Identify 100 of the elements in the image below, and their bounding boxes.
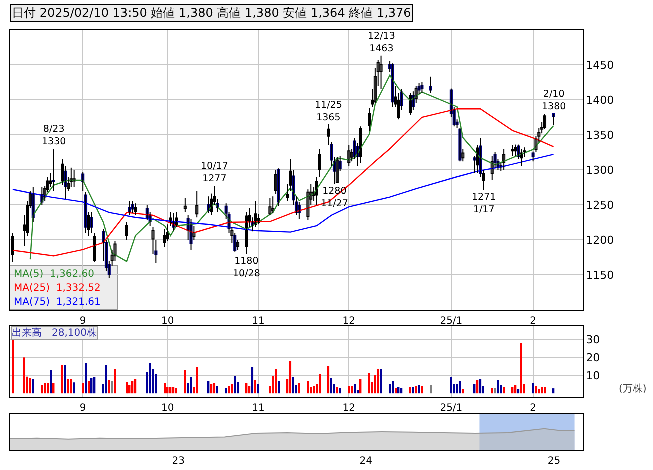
bar [415, 386, 418, 394]
bar [278, 381, 280, 394]
bar [459, 381, 462, 394]
bar [327, 366, 330, 394]
bar [395, 388, 397, 394]
candlestick [552, 114, 556, 126]
bar [389, 384, 391, 394]
bar [473, 384, 476, 394]
bar [359, 379, 362, 394]
x-tick-label: 24 [360, 456, 372, 467]
y-tick-label: 10 [586, 369, 600, 382]
x-tick-label: 12 [342, 316, 356, 327]
x-tick-label: 25/1 [440, 403, 463, 414]
chart-title: 日付 2025/02/10 13:50 始値 1,380 高値 1,380 安値 1,364 終値 1,376 [12, 6, 412, 20]
bar [228, 386, 230, 394]
annotation: 出来高 28,100株 [12, 327, 97, 339]
bar [131, 381, 134, 394]
bar [251, 367, 254, 394]
annotation: 12/13 1463 [368, 31, 396, 54]
text: MA(25) 1,332.52 [14, 283, 101, 294]
bar [47, 383, 49, 394]
bar [149, 363, 152, 394]
bar [400, 388, 403, 394]
bar [535, 386, 538, 394]
bar [82, 383, 84, 394]
y-tick-label: 1300 [586, 164, 614, 177]
bar [479, 379, 482, 394]
x-tick-label: 10 [162, 403, 174, 414]
bar [90, 378, 93, 394]
text: MA(75) 1,321.61 [14, 297, 101, 308]
bar [41, 385, 44, 394]
bar [339, 388, 342, 394]
y-tick-label: 20 [586, 351, 600, 364]
bar [313, 386, 315, 394]
bar [225, 388, 228, 394]
bar [497, 380, 500, 394]
annotation: 2/10 1380 [542, 89, 566, 112]
bar [418, 385, 420, 394]
y-tick-label: 1150 [586, 268, 614, 282]
bar [44, 383, 46, 394]
bar [248, 386, 251, 394]
bar [207, 381, 210, 394]
bar [491, 388, 494, 394]
bar [430, 385, 432, 394]
bar [514, 385, 517, 394]
x-tick-label: 12 [342, 403, 356, 414]
bar [231, 384, 234, 394]
x-tick-label: 23 [172, 456, 185, 467]
bar [73, 382, 76, 394]
bar [520, 343, 522, 394]
bar [275, 369, 277, 394]
bar [541, 387, 543, 394]
bar [23, 358, 26, 394]
bar [29, 378, 32, 394]
y-tick-label: 1400 [586, 94, 614, 107]
annotation: 11/25 1365 [315, 100, 342, 124]
bar [292, 377, 294, 394]
line-series [12, 154, 554, 233]
bar [409, 387, 412, 394]
bar [164, 383, 166, 394]
bar [476, 380, 479, 394]
bar [462, 389, 464, 394]
bar [175, 388, 178, 394]
bar [67, 379, 70, 394]
series-label: MA(5) 1,362.60 [14, 269, 95, 280]
bar [190, 377, 192, 394]
bar [61, 365, 64, 394]
bar [257, 384, 260, 394]
bar [126, 382, 128, 394]
x-tick-label: 2 [530, 316, 536, 327]
bar [412, 387, 414, 394]
line-series [12, 108, 554, 257]
bar [93, 377, 96, 394]
bar [450, 377, 452, 394]
bar [216, 386, 218, 394]
x-tick-label: 2 [530, 403, 536, 414]
x-tick-label: 11 [252, 316, 265, 327]
bar [307, 381, 310, 394]
bar [213, 383, 216, 394]
bar [298, 383, 300, 394]
bar [456, 384, 458, 394]
bar [289, 361, 292, 394]
bar [50, 370, 52, 394]
x-tick-label: 25 [548, 456, 561, 467]
bar [210, 384, 213, 394]
x-tick-label: 25/1 [440, 316, 463, 327]
bar [108, 380, 110, 394]
bar [172, 387, 175, 394]
bar [70, 379, 72, 394]
bar [552, 388, 555, 394]
bar [392, 381, 394, 394]
y-axis-title: (万株) [619, 383, 647, 395]
bar [544, 387, 546, 394]
y-tick-label: 30 [586, 334, 600, 347]
annotation: 8/23 1330 [42, 124, 66, 148]
x-tick-label: 9 [80, 316, 86, 327]
bar [503, 387, 505, 394]
bar [254, 380, 256, 394]
bar [319, 374, 321, 394]
bar [88, 381, 90, 394]
